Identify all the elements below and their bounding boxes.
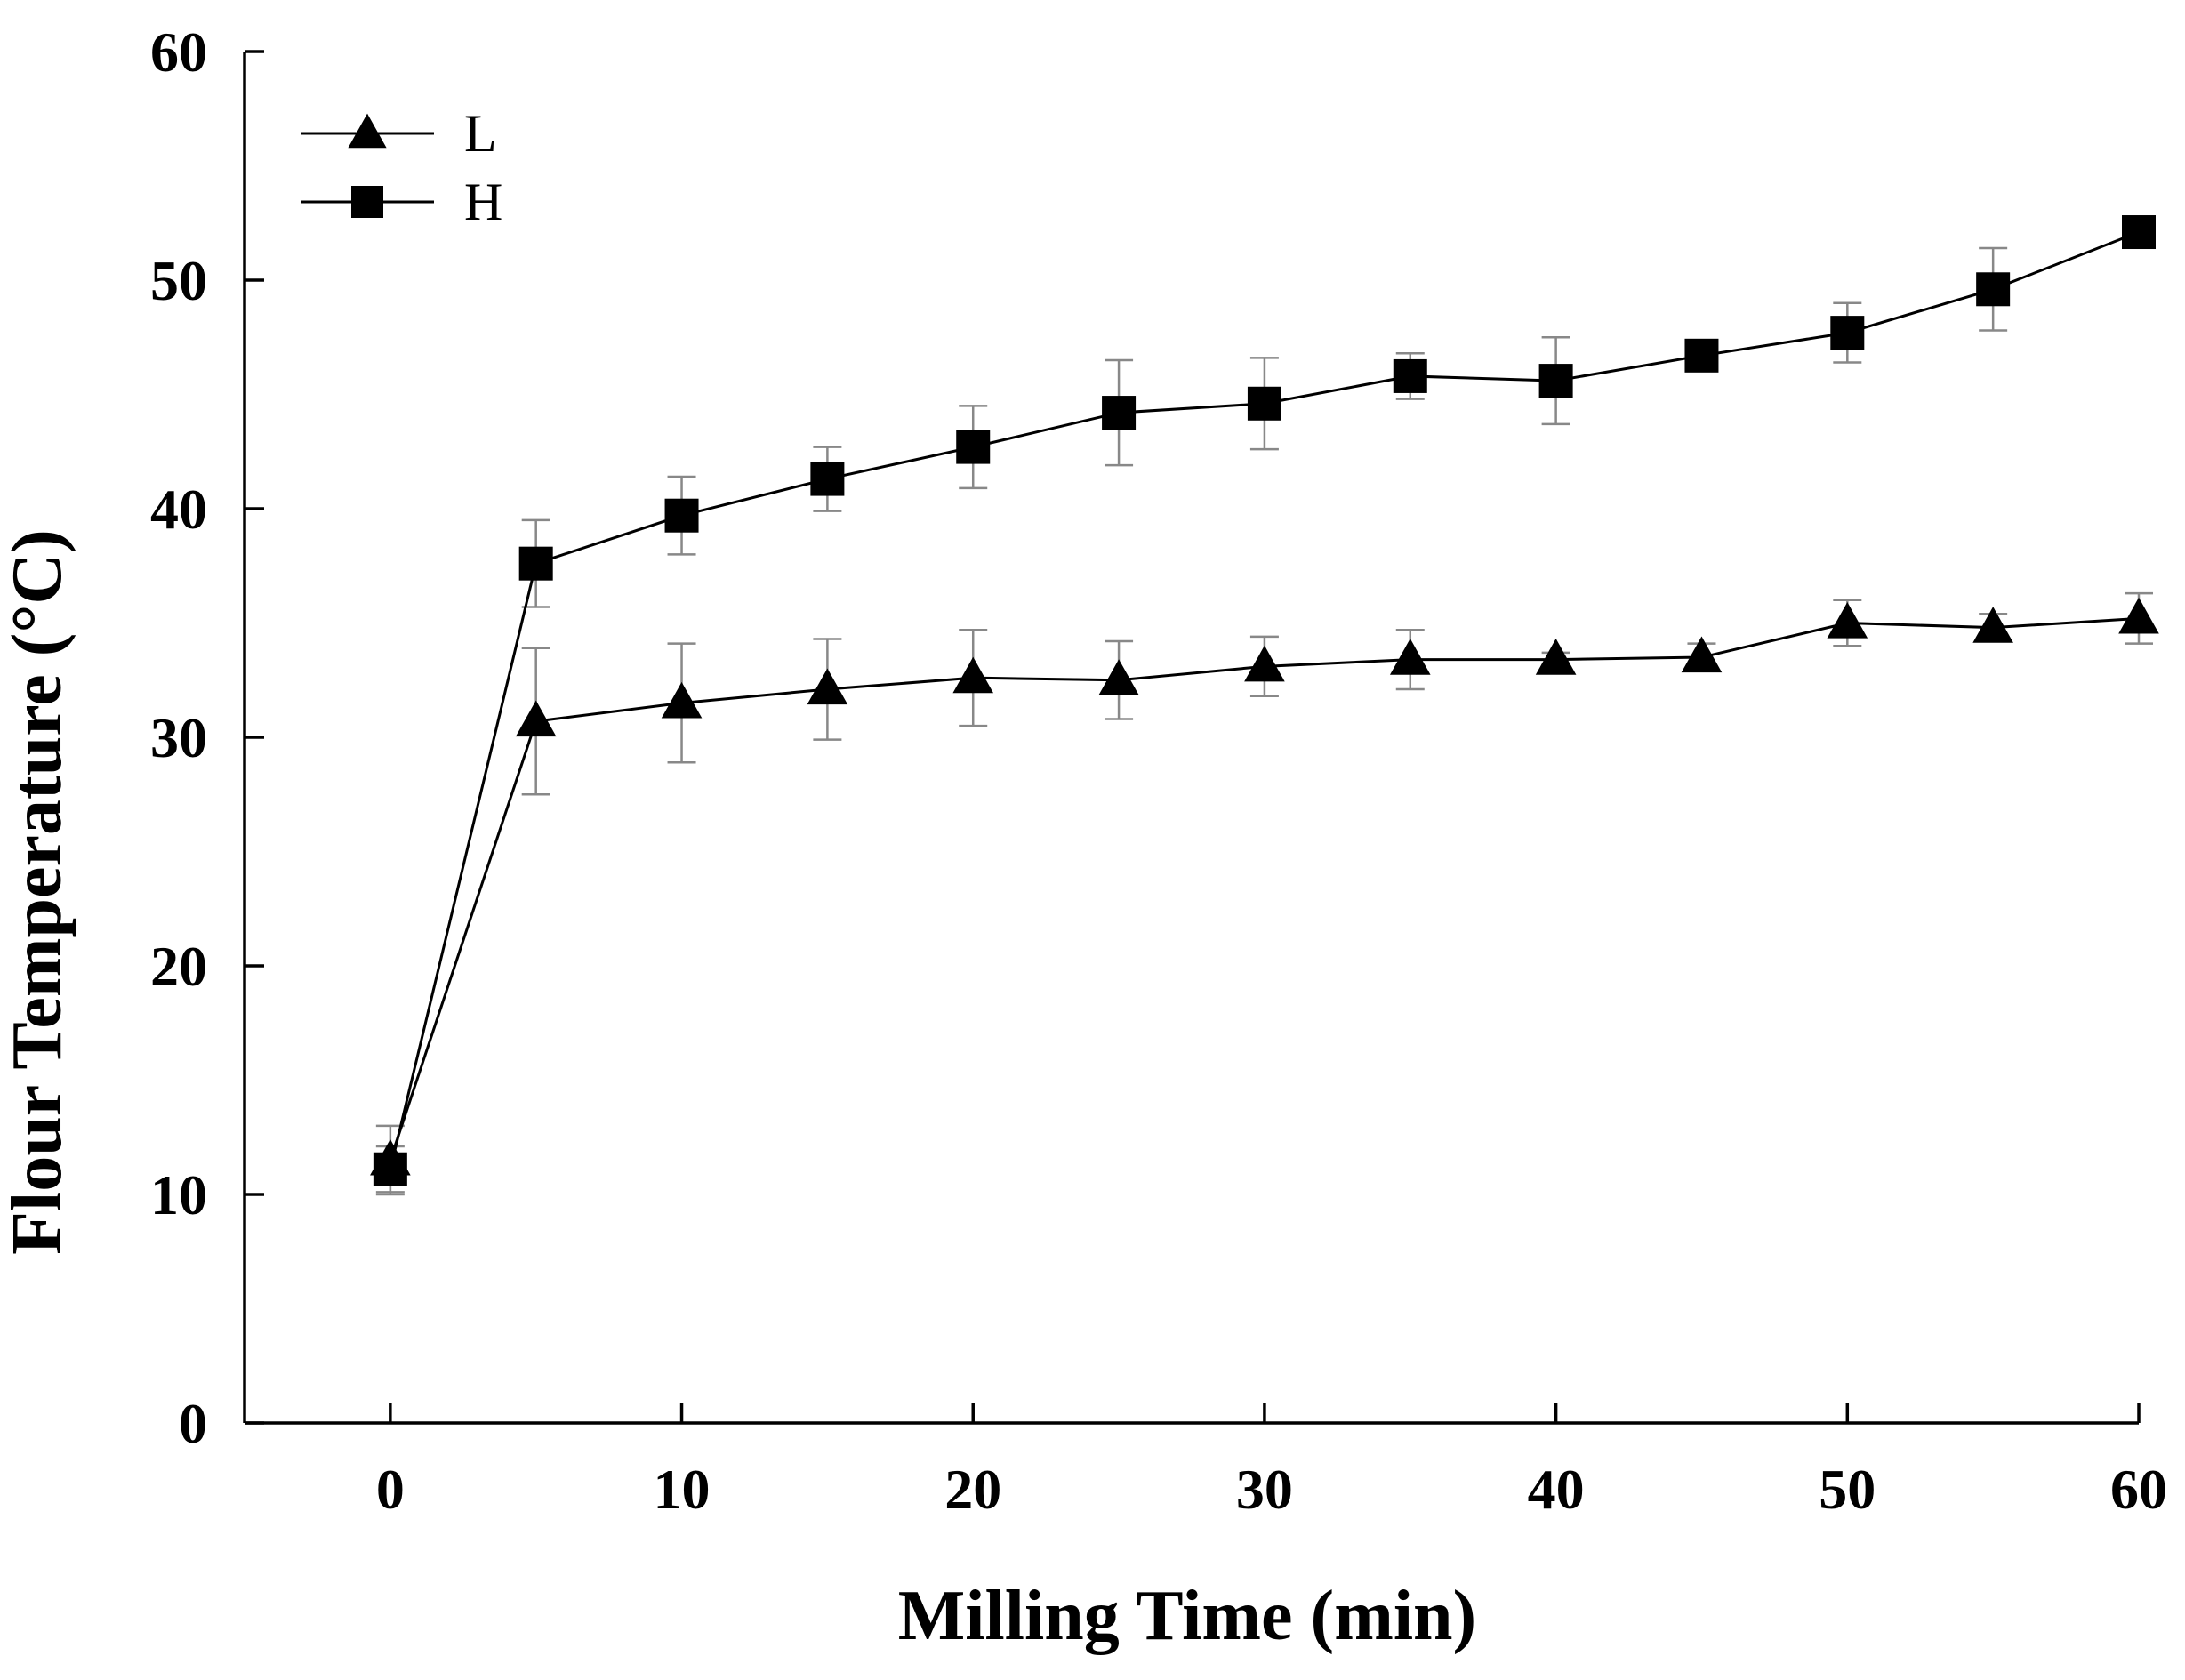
data-point-h	[1830, 316, 1865, 350]
data-point-l	[2118, 597, 2159, 634]
data-point-l	[1244, 645, 1285, 682]
y-axis-title: Flour Temperature (°C)	[0, 529, 76, 1255]
data-point-l	[1681, 636, 1723, 673]
data-point-h	[1538, 364, 1573, 398]
y-tick-label: 20	[150, 935, 207, 998]
y-tick-label: 50	[150, 249, 207, 312]
x-tick-label: 10	[654, 1458, 711, 1521]
legend-marker-l	[348, 113, 387, 149]
y-tick-label: 30	[150, 706, 207, 769]
data-point-h	[1684, 338, 1719, 373]
data-point-l	[1535, 639, 1577, 675]
data-point-l	[1827, 601, 1868, 639]
data-point-l	[1972, 607, 2013, 643]
legend-label-h: H	[464, 173, 502, 231]
x-tick-label: 40	[1528, 1458, 1585, 1521]
axes: 0 10 20 30 40 50 60 0 10 20 30 40 50 60	[150, 20, 2167, 1521]
data-point-h	[1976, 272, 2011, 307]
x-axis-title: Milling Time (min)	[898, 1577, 1476, 1655]
y-tick-label: 10	[150, 1163, 207, 1226]
data-point-l	[1098, 659, 1139, 695]
data-point-h	[1247, 386, 1281, 421]
x-tick-label: 0	[376, 1458, 405, 1521]
data-point-h	[664, 498, 699, 533]
data-point-h	[373, 1152, 407, 1186]
series-line-l	[389, 616, 2140, 1161]
y-tick-label: 0	[179, 1392, 207, 1455]
x-tick-label: 30	[1236, 1458, 1293, 1521]
x-tick-label: 20	[944, 1458, 1001, 1521]
y-tick-label: 40	[150, 478, 207, 541]
data-point-l	[661, 681, 703, 719]
x-tick-label: 60	[2110, 1458, 2167, 1521]
data-point-l	[1389, 639, 1431, 675]
data-point-l	[515, 700, 557, 737]
data-point-h	[2122, 215, 2156, 250]
data-markers	[370, 215, 2159, 1186]
data-point-h	[1102, 396, 1137, 430]
data-point-h	[518, 546, 553, 581]
data-point-l	[807, 668, 848, 705]
legend: LH	[301, 104, 502, 231]
x-tick-label: 50	[1819, 1458, 1876, 1521]
legend-label-l: L	[464, 104, 497, 163]
data-point-h	[956, 430, 991, 464]
data-point-h	[810, 462, 845, 496]
y-tick-label: 60	[150, 20, 207, 84]
data-point-h	[1393, 358, 1427, 393]
legend-marker-h	[351, 186, 383, 218]
data-point-l	[952, 656, 994, 694]
